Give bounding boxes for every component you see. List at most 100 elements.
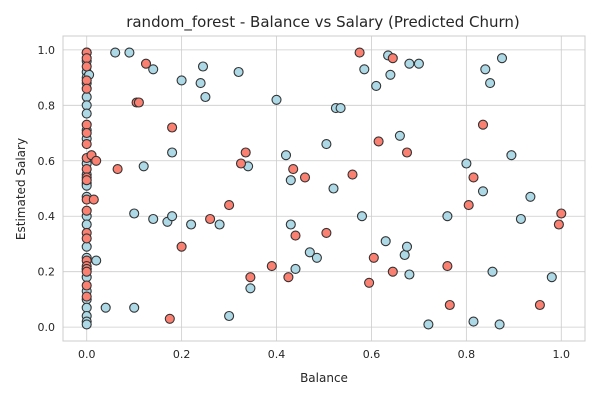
point-not-churn: [399, 249, 410, 261]
point-not-churn: [487, 266, 498, 277]
y-tick-label: 0.4: [38, 210, 56, 223]
point-churn: [224, 200, 235, 211]
point-not-churn: [81, 241, 92, 252]
point-not-churn: [311, 252, 322, 263]
x-tick-label: 0.4: [268, 348, 286, 361]
point-not-churn: [91, 255, 102, 266]
point-not-churn: [186, 219, 197, 230]
point-not-churn: [413, 58, 424, 69]
point-churn: [321, 227, 332, 238]
point-churn: [245, 272, 256, 283]
point-churn: [91, 155, 102, 166]
point-not-churn: [81, 91, 92, 103]
point-not-churn: [335, 103, 346, 114]
point-churn: [81, 175, 92, 186]
point-not-churn: [214, 219, 225, 230]
point-churn: [140, 58, 152, 69]
point-churn: [283, 272, 294, 283]
point-not-churn: [380, 236, 391, 247]
point-not-churn: [81, 100, 92, 111]
point-not-churn: [404, 58, 415, 69]
point-churn: [401, 147, 413, 158]
point-not-churn: [285, 219, 296, 230]
point-not-churn: [124, 47, 135, 58]
point-not-churn: [515, 213, 526, 225]
point-not-churn: [385, 69, 396, 80]
point-churn: [240, 147, 251, 158]
data-points: [81, 47, 567, 330]
point-not-churn: [81, 108, 92, 119]
x-axis-label: Balance: [300, 371, 348, 385]
point-not-churn: [371, 80, 382, 91]
point-churn: [534, 299, 545, 311]
point-churn: [167, 122, 178, 133]
point-churn: [477, 119, 489, 130]
point-not-churn: [176, 75, 187, 86]
point-churn: [81, 291, 92, 302]
point-not-churn: [356, 211, 368, 222]
point-churn: [553, 219, 564, 230]
point-churn: [133, 97, 144, 108]
point-not-churn: [81, 319, 92, 330]
point-not-churn: [271, 94, 282, 105]
y-axis-label: Estimated Salary: [14, 138, 28, 240]
point-not-churn: [148, 213, 159, 225]
point-not-churn: [321, 139, 332, 150]
point-not-churn: [290, 263, 301, 274]
point-churn: [299, 172, 311, 183]
point-not-churn: [442, 211, 453, 222]
point-churn: [164, 313, 175, 324]
point-churn: [81, 233, 92, 244]
y-tick-label: 0.2: [38, 266, 56, 279]
point-not-churn: [546, 272, 557, 283]
point-churn: [556, 208, 567, 219]
point-not-churn: [304, 247, 315, 258]
point-not-churn: [461, 158, 472, 169]
point-not-churn: [468, 316, 479, 327]
point-churn: [354, 47, 365, 58]
point-not-churn: [167, 211, 178, 222]
point-not-churn: [496, 53, 508, 64]
plot-area: [62, 35, 586, 342]
point-churn: [373, 136, 384, 147]
point-churn: [81, 127, 92, 139]
chart-title: random_forest - Balance vs Salary (Predi…: [126, 13, 520, 32]
point-churn: [112, 164, 123, 175]
point-not-churn: [485, 78, 496, 89]
point-not-churn: [423, 319, 434, 330]
point-not-churn: [359, 64, 370, 75]
point-not-churn: [506, 150, 517, 161]
point-not-churn: [401, 241, 413, 252]
point-churn: [347, 169, 358, 180]
point-not-churn: [138, 161, 149, 172]
point-not-churn: [280, 150, 292, 161]
point-churn: [81, 75, 92, 86]
point-churn: [81, 83, 92, 94]
point-churn: [81, 119, 92, 130]
point-not-churn: [129, 208, 140, 219]
point-not-churn: [195, 78, 206, 89]
point-not-churn: [81, 219, 92, 230]
point-churn: [81, 164, 92, 175]
point-churn: [81, 280, 92, 291]
point-churn: [468, 172, 479, 183]
point-churn: [290, 230, 301, 241]
point-not-churn: [328, 183, 339, 194]
point-churn: [463, 200, 474, 211]
y-tick-label: 0.6: [38, 155, 56, 168]
point-not-churn: [81, 302, 92, 313]
point-churn: [205, 213, 216, 225]
point-not-churn: [233, 66, 244, 78]
y-tick-label: 0.0: [38, 321, 56, 334]
point-churn: [81, 205, 92, 216]
point-not-churn: [394, 130, 405, 141]
point-churn: [81, 266, 92, 277]
y-tick-label: 0.8: [38, 99, 56, 112]
x-axis-ticks: 0.0 0.2 0.4 0.6 0.8 1.0: [78, 348, 570, 361]
y-axis-ticks: 0.0 0.2 0.4 0.6 0.8 1.0: [38, 44, 56, 334]
point-not-churn: [245, 283, 256, 294]
point-not-churn: [167, 147, 178, 158]
point-churn: [266, 261, 277, 272]
point-not-churn: [197, 61, 209, 72]
